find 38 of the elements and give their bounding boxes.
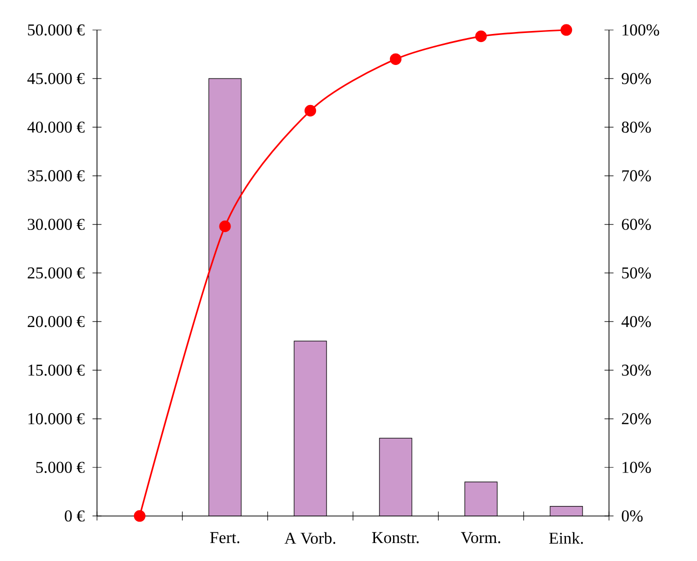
bar <box>464 482 498 516</box>
y2-tick-label: 30% <box>622 364 651 376</box>
point <box>475 30 487 42</box>
bar <box>294 340 327 516</box>
y2-tick-label: 10% <box>622 462 651 473</box>
y-tick-label: 35.000 € <box>28 170 85 182</box>
y-tick-label: 50.000 € <box>28 24 85 36</box>
y2-tick-label: 40% <box>622 316 651 328</box>
x-tick-label: Vorm. <box>460 532 500 544</box>
y-tick-label: 10.000 € <box>28 413 85 424</box>
point <box>134 510 146 522</box>
bar <box>208 78 242 516</box>
point <box>390 53 402 65</box>
point <box>304 104 316 116</box>
y2-tick-label: 20% <box>622 413 651 424</box>
point <box>560 24 572 36</box>
x-tick-label: Eink. <box>549 532 583 544</box>
x-tick-label: A Vorb. <box>284 532 336 544</box>
y2-tick-label: 80% <box>622 122 651 133</box>
y-tick-label: 15.000 € <box>28 364 85 376</box>
y-tick-label: 40.000 € <box>27 122 85 133</box>
y2-tick-label: 90% <box>622 72 651 84</box>
y-tick-label: 30.000 € <box>28 218 85 230</box>
y-tick-label: 45.000 € <box>27 72 85 84</box>
y2-tick-label: 50% <box>622 267 651 279</box>
y2-tick-label: 0% <box>622 510 643 522</box>
y2-tick-label: 100% <box>622 24 660 36</box>
y2-tick-label: 70% <box>622 170 651 182</box>
x-tick-label: Konstr. <box>372 532 419 544</box>
point <box>219 220 231 232</box>
y-tick-label: 5.000 € <box>36 462 85 473</box>
y-tick-label: 0 € <box>64 510 85 522</box>
y2-tick-label: 60% <box>622 218 651 230</box>
y-tick-label: 25.000 € <box>28 267 85 279</box>
y-tick-label: 20.000 € <box>28 316 85 328</box>
x-tick-label: Fert. <box>210 532 240 544</box>
bar <box>379 438 412 516</box>
bar <box>550 506 583 516</box>
